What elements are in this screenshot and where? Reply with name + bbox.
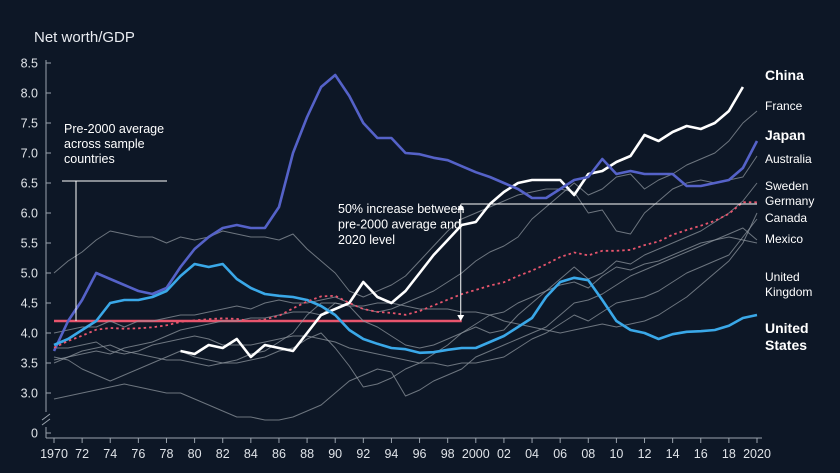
x-tick-label: 78 xyxy=(160,447,174,461)
series-label-japan: Japan xyxy=(765,127,805,143)
x-tick-label: 80 xyxy=(188,447,202,461)
series-label-france: France xyxy=(765,99,803,113)
series-label-united-states: United States xyxy=(765,320,809,353)
x-tick-label: 76 xyxy=(131,447,145,461)
y-tick-label: 3.5 xyxy=(21,357,38,371)
x-tick-label: 10 xyxy=(609,447,623,461)
y-tick-label: 4.5 xyxy=(21,297,38,311)
y-tick-label: 4.0 xyxy=(21,327,38,341)
x-tick-label: 18 xyxy=(722,447,736,461)
y-tick-label: 6.0 xyxy=(21,207,38,221)
series-line-sweden xyxy=(53,182,758,388)
x-tick-label: 06 xyxy=(553,447,567,461)
x-tick-label: 90 xyxy=(328,447,342,461)
x-tick-label: 12 xyxy=(638,447,652,461)
annotation-increase: 50% increase between pre-2000 average and… xyxy=(338,202,465,247)
y-tick-label: 3.0 xyxy=(21,387,38,401)
x-tick-label: 16 xyxy=(694,447,708,461)
x-tick-label: 74 xyxy=(103,447,117,461)
x-tick-label: 08 xyxy=(581,447,595,461)
x-tick-label: 04 xyxy=(525,447,539,461)
series-line-united-states xyxy=(53,262,758,355)
x-tick-label: 92 xyxy=(356,447,370,461)
x-tick-label: 14 xyxy=(666,447,680,461)
series-label-china: China xyxy=(765,67,804,83)
series-line-japan xyxy=(52,73,759,352)
increase-arrow-head-up xyxy=(457,204,465,210)
x-tick-label: 2000 xyxy=(462,447,490,461)
y-tick-label: 8.5 xyxy=(21,57,38,71)
y-tick-label: 7.5 xyxy=(21,117,38,131)
series-line-canada xyxy=(54,218,758,367)
series-label-mexico: Mexico xyxy=(765,232,803,246)
y-axis-title: Net worth/GDP xyxy=(34,29,135,46)
x-tick-label: 86 xyxy=(272,447,286,461)
y-tick-label: 0 xyxy=(31,427,38,441)
y-tick-label: 8.0 xyxy=(21,87,38,101)
x-tick-label: 96 xyxy=(413,447,427,461)
increase-arrow-head-down xyxy=(457,315,465,321)
y-tick-label: 5.0 xyxy=(21,267,38,281)
x-tick-label: 98 xyxy=(441,447,455,461)
annotation-pre2000: Pre-2000 average across sample countries xyxy=(64,122,164,166)
series-label-canada: Canada xyxy=(765,211,807,225)
series-label-sweden: Sweden xyxy=(765,179,808,193)
y-axis-break xyxy=(41,413,51,426)
x-tick-label: 84 xyxy=(244,447,258,461)
y-tick-label: 7.0 xyxy=(21,147,38,161)
series-line-australia xyxy=(53,155,758,298)
axes: 8.5 8.0 7.5 7.0 6.5 6.0 5.5 5.0 4.5 4.0 3.5 3.0 0197… xyxy=(21,57,771,462)
x-tick-label: 88 xyxy=(300,447,314,461)
series-label-united-kingdom: United Kingdom xyxy=(765,270,812,299)
y-tick-label: 5.5 xyxy=(21,237,38,251)
series-label-australia: Australia xyxy=(765,152,812,166)
series-line-mexico xyxy=(53,227,758,421)
series-line-united-kingdom xyxy=(53,236,758,382)
x-tick-label: 94 xyxy=(384,447,398,461)
series-lines xyxy=(52,73,759,421)
y-tick-label: 6.5 xyxy=(21,177,38,191)
x-tick-label: 72 xyxy=(75,447,89,461)
x-tick-label: 1970 xyxy=(40,447,68,461)
series-line-france xyxy=(53,110,758,334)
annotations: Pre-2000 average across sample countries 50… xyxy=(62,122,757,321)
x-tick-label: 2020 xyxy=(743,447,771,461)
series-label-germany: Germany xyxy=(765,194,814,208)
series-line-china xyxy=(180,86,745,359)
x-tick-label: 02 xyxy=(497,447,511,461)
sample-average-line xyxy=(53,201,758,349)
x-tick-label: 82 xyxy=(216,447,230,461)
series-line-germany xyxy=(53,212,758,361)
